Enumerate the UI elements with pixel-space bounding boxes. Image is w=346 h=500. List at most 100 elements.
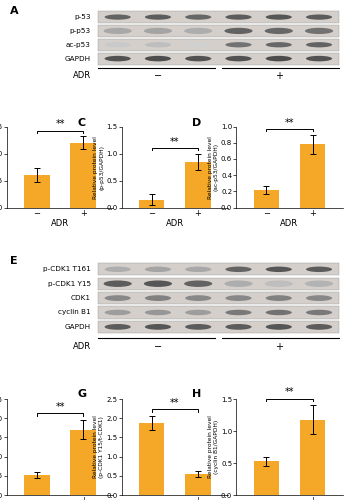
Text: G: G <box>77 390 86 400</box>
Bar <box>98 278 339 290</box>
Ellipse shape <box>306 310 332 315</box>
Ellipse shape <box>266 324 292 330</box>
Ellipse shape <box>266 42 292 48</box>
Text: p-CDK1 Y15: p-CDK1 Y15 <box>48 280 91 286</box>
Bar <box>254 461 279 495</box>
Bar <box>300 144 325 208</box>
Text: C: C <box>77 118 85 128</box>
Ellipse shape <box>225 324 252 330</box>
Bar <box>24 175 49 208</box>
Ellipse shape <box>104 266 131 272</box>
Ellipse shape <box>225 14 252 20</box>
Ellipse shape <box>104 295 131 301</box>
Ellipse shape <box>225 295 252 301</box>
Ellipse shape <box>103 280 132 287</box>
Ellipse shape <box>104 42 131 48</box>
Ellipse shape <box>144 280 172 287</box>
Ellipse shape <box>144 28 172 34</box>
Ellipse shape <box>145 310 171 315</box>
Bar <box>98 320 339 333</box>
Text: ADR: ADR <box>73 72 91 80</box>
Ellipse shape <box>185 324 211 330</box>
Ellipse shape <box>306 56 332 62</box>
Ellipse shape <box>185 14 211 20</box>
Text: **: ** <box>285 118 294 128</box>
Text: D: D <box>192 118 201 128</box>
Bar <box>98 11 339 23</box>
Bar <box>98 263 339 276</box>
Text: +: + <box>275 72 283 82</box>
Text: cyclin B1: cyclin B1 <box>58 310 91 316</box>
Bar <box>24 474 49 495</box>
Ellipse shape <box>184 28 212 34</box>
Y-axis label: Relative protein level
(cyclin B1/GAPDH): Relative protein level (cyclin B1/GAPDH) <box>208 416 219 478</box>
Bar <box>254 190 279 208</box>
X-axis label: ADR: ADR <box>280 220 299 228</box>
Text: −: − <box>154 342 162 352</box>
Bar <box>185 474 210 495</box>
Text: **: ** <box>170 136 180 146</box>
Y-axis label: Relative protein level
(ac-p53/GAPDH): Relative protein level (ac-p53/GAPDH) <box>208 136 219 198</box>
Bar <box>98 292 339 304</box>
Text: +: + <box>275 342 283 352</box>
Ellipse shape <box>145 295 171 301</box>
Bar <box>300 420 325 495</box>
Ellipse shape <box>225 266 252 272</box>
Bar <box>139 423 164 495</box>
Text: **: ** <box>170 398 180 408</box>
Ellipse shape <box>145 324 171 330</box>
Ellipse shape <box>104 14 131 20</box>
Ellipse shape <box>265 280 293 287</box>
Ellipse shape <box>305 28 333 34</box>
Text: CDK1: CDK1 <box>71 295 91 301</box>
Text: **: ** <box>55 120 65 130</box>
Bar <box>98 25 339 37</box>
Ellipse shape <box>265 28 293 34</box>
Ellipse shape <box>145 42 171 48</box>
Bar <box>71 430 96 495</box>
Ellipse shape <box>185 295 211 301</box>
Text: A: A <box>10 6 19 16</box>
Text: **: ** <box>285 388 294 398</box>
Ellipse shape <box>305 280 333 287</box>
Text: p-p53: p-p53 <box>70 28 91 34</box>
Text: E: E <box>10 256 18 266</box>
Ellipse shape <box>266 14 292 20</box>
Ellipse shape <box>306 42 332 48</box>
Ellipse shape <box>306 14 332 20</box>
Ellipse shape <box>266 56 292 62</box>
Text: GAPDH: GAPDH <box>65 56 91 62</box>
Bar <box>98 39 339 50</box>
Ellipse shape <box>306 324 332 330</box>
Ellipse shape <box>225 56 252 62</box>
Ellipse shape <box>225 42 252 48</box>
Ellipse shape <box>185 56 211 62</box>
Y-axis label: Relative protein level
(p-CDK1 Y15/t-CDK1): Relative protein level (p-CDK1 Y15/t-CDK… <box>93 416 104 478</box>
Ellipse shape <box>104 310 131 315</box>
Bar <box>98 52 339 64</box>
Ellipse shape <box>225 310 252 315</box>
Bar <box>185 162 210 208</box>
X-axis label: ADR: ADR <box>166 220 184 228</box>
Ellipse shape <box>225 28 253 34</box>
Text: −: − <box>154 72 162 82</box>
Bar <box>71 142 96 208</box>
Ellipse shape <box>306 295 332 301</box>
Text: H: H <box>192 390 201 400</box>
X-axis label: ADR: ADR <box>51 220 69 228</box>
Ellipse shape <box>266 310 292 315</box>
Bar <box>98 306 339 318</box>
Ellipse shape <box>145 56 171 62</box>
Bar <box>139 200 164 207</box>
Ellipse shape <box>185 266 211 272</box>
Ellipse shape <box>184 280 212 287</box>
Text: ac-p53: ac-p53 <box>66 42 91 48</box>
Ellipse shape <box>266 266 292 272</box>
Ellipse shape <box>185 42 211 48</box>
Ellipse shape <box>225 280 253 287</box>
Ellipse shape <box>104 56 131 62</box>
Ellipse shape <box>266 295 292 301</box>
Text: **: ** <box>55 402 65 412</box>
Text: p-53: p-53 <box>74 14 91 20</box>
Ellipse shape <box>104 324 131 330</box>
